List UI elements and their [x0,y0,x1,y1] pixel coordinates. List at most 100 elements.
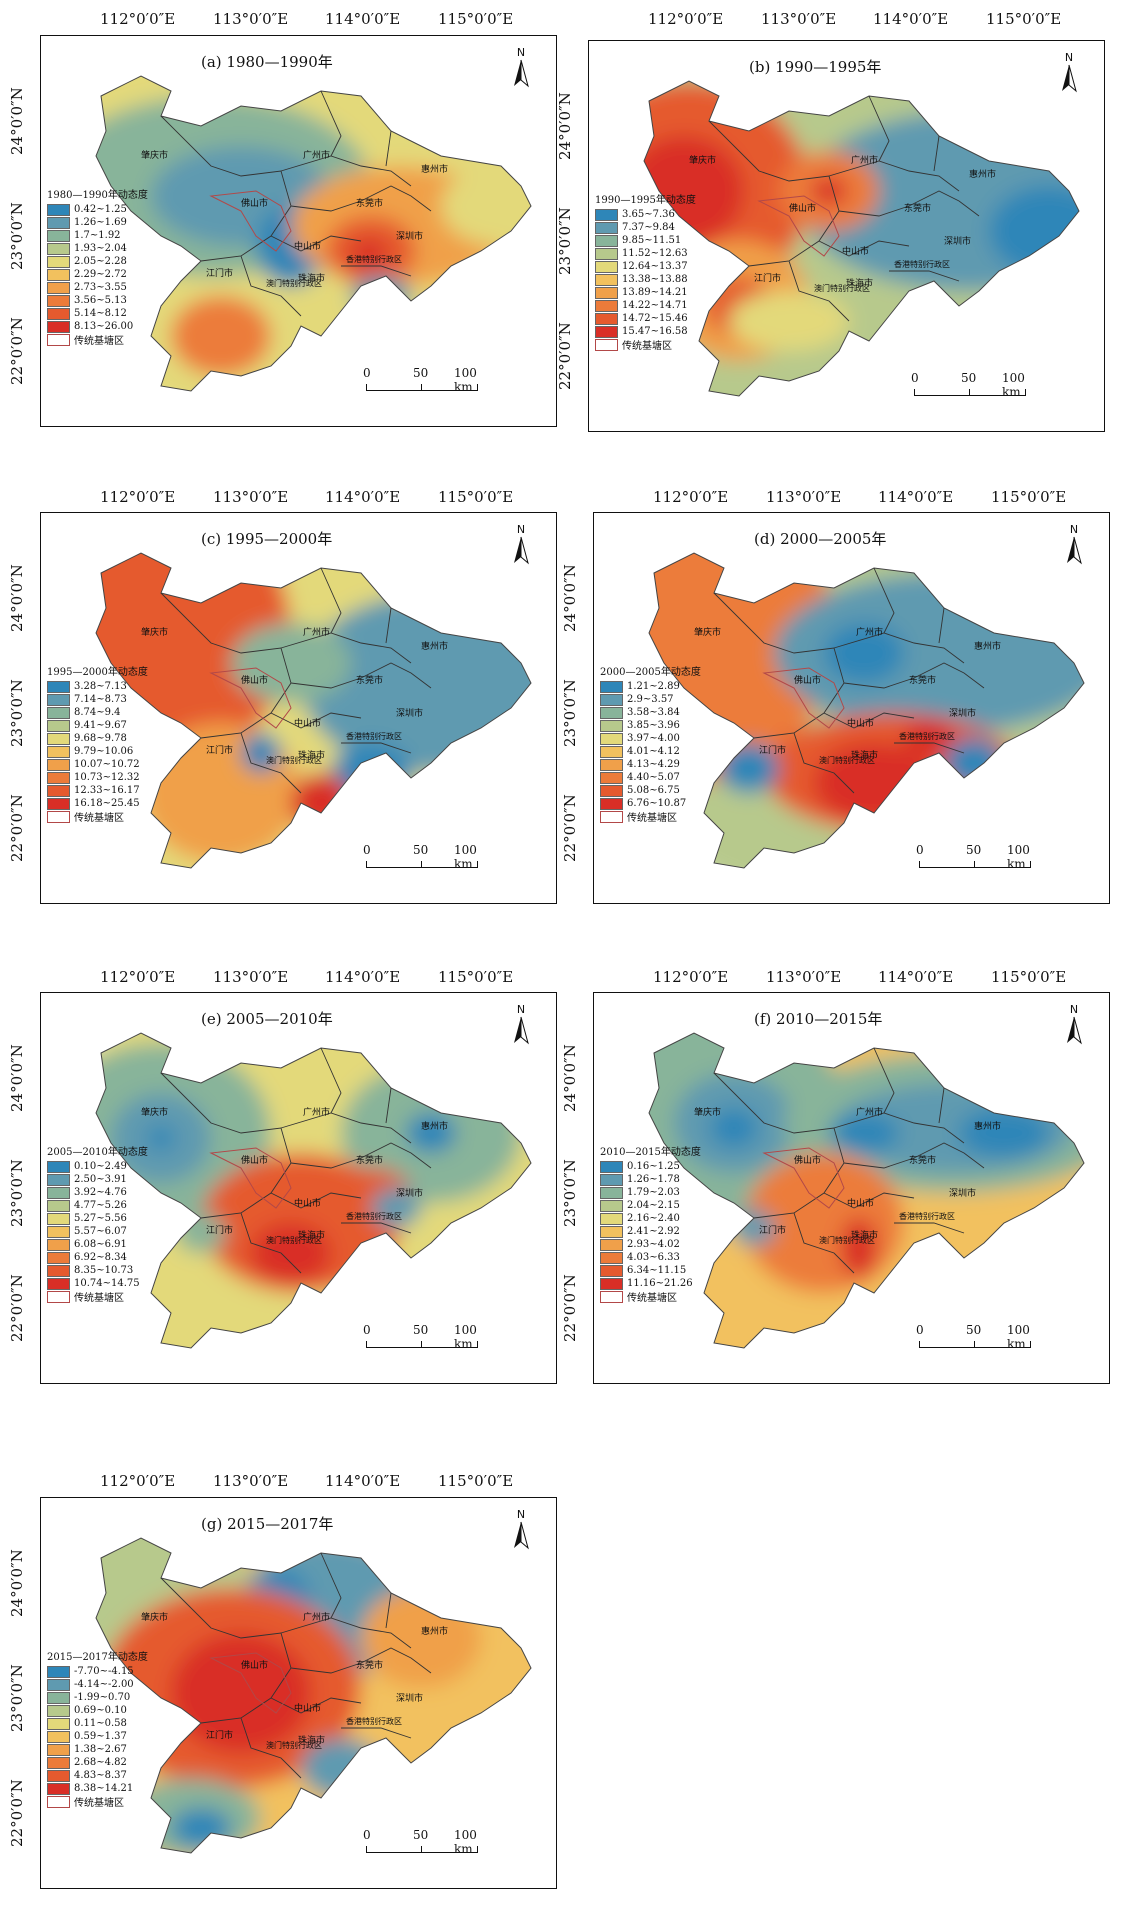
legend-swatch [595,247,618,260]
city-boundary [873,1047,895,1114]
latitude-label: 23°0′0″N [8,202,26,270]
density-zone [351,276,411,316]
city-label-shenzhen: 深圳市 [396,232,424,242]
latitude-label: 24°0′0″N [8,1044,26,1112]
legend-label: 4.83~8.37 [74,1770,127,1781]
city-boundary [823,712,915,729]
legend-item: 15.47~16.58 [595,325,696,338]
city-boundary [160,1577,292,1724]
north-label: N [516,1003,526,1016]
legend-item: 2.9~3.57 [600,693,701,706]
scale-zero: 0 [916,1323,924,1337]
legend-label: -4.14~-2.00 [74,1679,134,1690]
city-boundary [843,1142,985,1169]
north-label: N [516,1508,526,1521]
latitude-label: 24°0′0″N [561,564,579,632]
legend-item: 3.56~5.13 [47,294,148,307]
north-label: N [1064,51,1074,64]
legend-label: 1.26~1.69 [74,217,127,228]
legend-swatch [47,784,70,797]
legend: 2015—2017年动态度 -7.70~-4.15 -4.14~-2.00 -1.99… [47,1648,148,1809]
legend-swatch [47,797,70,810]
legend-item-boundary: 传统基塘区 [600,810,701,824]
legend-item: 9.41~9.67 [47,719,148,732]
scale-zero: 0 [916,843,924,857]
legend-label: 4.40~5.07 [627,772,680,783]
city-boundary [270,1192,362,1209]
legend-label: 6.08~6.91 [74,1239,127,1250]
scale-tick [421,1341,422,1347]
latitude-label: 23°0′0″N [8,1159,26,1227]
panel-title: (d) 2000—2005年 [754,530,887,548]
longitude-label: 115°0′0″E [438,1472,514,1490]
density-zone [171,296,271,376]
city-label-jiangmen: 江门市 [754,274,782,284]
legend-boundary-label: 传统基塘区 [622,341,672,352]
city-boundary [290,1647,432,1674]
city-boundary [280,1112,412,1144]
city-label-zhaoqing: 肇庆市 [141,628,169,638]
legend-item: 5.08~6.75 [600,784,701,797]
city-label-hongkong: 香港特别行政区 [346,1212,402,1221]
city-boundary [270,712,362,729]
legend-label: 1.38~2.67 [74,1744,127,1755]
legend-label: 3.56~5.13 [74,295,127,306]
scale-mid: 50 [413,843,429,857]
longitude-label: 115°0′0″E [438,10,514,28]
panel-title: (e) 2005—2010年 [201,1010,333,1028]
thematic-map [95,1537,532,1854]
city-boundary [290,662,432,689]
city-label-guangzhou: 广州市 [303,151,331,161]
scale-zero: 0 [363,1323,371,1337]
density-zone [291,773,351,833]
city-label-foshan: 佛山市 [241,1661,269,1671]
city-label-macau: 澳门特别行政区 [819,756,875,765]
city-label-macau: 澳门特别行政区 [266,1741,322,1750]
city-boundary [889,270,960,282]
city-label-zhaoqing: 肇庆市 [141,151,169,161]
north-label: N [1069,1003,1079,1016]
legend-item: 14.22~14.71 [595,299,696,312]
legend-item: -1.99~0.70 [47,1691,148,1704]
map-frame: 肇庆市 广州市 惠州市 佛山市 东莞市 深圳市 中山市 江门市 珠海市 香港特别行政区 澳门特别行政… [40,1497,557,1889]
density-zone [171,1808,231,1848]
legend-label: 9.79~10.06 [74,746,134,757]
density-zone [989,186,1079,276]
longitude-label: 113°0′0″E [766,968,842,986]
map-frame: 肇庆市 广州市 惠州市 佛山市 东莞市 深圳市 中山市 江门市 珠海市 香港特别行政区 澳门特别行政… [593,992,1110,1384]
legend-label: 0.11~0.58 [74,1718,127,1729]
legend-swatch [595,260,618,273]
legend-swatch [47,281,70,294]
legend-item: 3.97~4.00 [600,732,701,745]
legend-label: 11.16~21.26 [627,1278,693,1289]
legend: 2000—2005年动态度 1.21~2.89 2.9~3.57 3.58~3.84 3… [600,663,701,824]
city-boundary [713,592,845,739]
city-boundary [280,1617,412,1649]
city-label-macau: 澳门特别行政区 [266,1236,322,1245]
legend-swatch [600,1199,623,1212]
legend-swatch [47,1264,70,1277]
region-outline [648,1032,1085,1349]
fishpond-boundary [209,1652,292,1714]
scale-bar: 0 50 100 km [363,366,481,396]
scale-bar: 0 50 100 km [363,843,481,873]
legend-label: 6.34~11.15 [627,1265,687,1276]
city-label-huizhou: 惠州市 [421,165,449,175]
city-boundary [270,1697,362,1714]
city-boundary [708,120,840,267]
city-label-foshan: 佛山市 [241,1156,269,1166]
legend-label: 2.29~2.72 [74,269,127,280]
density-zone [251,1223,331,1283]
city-boundary [160,592,292,739]
legend-swatch [600,693,623,706]
legend-label: 3.58~3.84 [627,707,680,718]
legend-item: 1.7~1.92 [47,229,148,242]
north-arrow-icon: N [1061,1003,1087,1049]
city-label-guangzhou: 广州市 [856,628,884,638]
density-zone [441,166,531,246]
city-label-zhongshan: 中山市 [294,1704,322,1714]
longitude-label: 112°0′0″E [653,488,729,506]
legend-label: 5.27~5.56 [74,1213,127,1224]
legend-swatch [47,1704,70,1717]
legend-label: 3.97~4.00 [627,733,680,744]
